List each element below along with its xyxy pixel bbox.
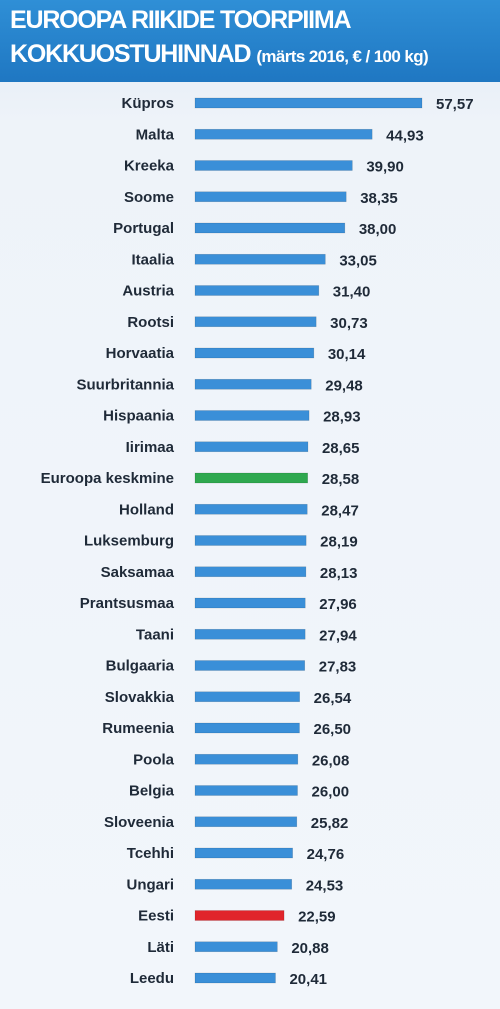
category-label-euroopa-keskmine: Euroopa keskmine (41, 470, 174, 487)
bar-lati (194, 941, 278, 953)
category-label-portugal: Portugal (113, 220, 174, 237)
bar-kupros (194, 97, 423, 109)
bar-rootsi (194, 316, 317, 328)
category-label-sloveenia: Sloveenia (104, 814, 175, 831)
category-label-kupros: Küpros (122, 95, 175, 112)
bar-malta (194, 128, 373, 140)
value-label-saksamaa: 28,13 (320, 565, 358, 582)
category-label-leedu: Leedu (130, 970, 174, 987)
bar-portugal (194, 222, 346, 234)
category-label-suurbritannia: Suurbritannia (76, 376, 174, 393)
value-label-taani: 27,94 (319, 627, 357, 644)
bar-euroopa-keskmine (194, 472, 308, 484)
category-label-kreeka: Kreeka (124, 158, 175, 175)
value-label-rumeenia: 26,50 (313, 721, 351, 738)
category-label-bulgaaria: Bulgaaria (106, 658, 175, 675)
bar-kreeka (194, 160, 353, 171)
value-label-holland: 28,47 (321, 502, 359, 519)
category-label-itaalia: Itaalia (131, 251, 174, 268)
value-label-portugal: 38,00 (359, 221, 397, 238)
value-label-soome: 38,35 (360, 190, 398, 207)
bar-prantsusmaa (194, 597, 306, 609)
value-label-kupros: 57,57 (436, 96, 474, 113)
value-label-horvaatia: 30,14 (328, 346, 366, 363)
category-label-soome: Soome (124, 189, 174, 206)
chart-title-line1: EUROOPA RIIKIDE TOORPIIMA (10, 6, 352, 34)
value-label-prantsusmaa: 27,96 (319, 596, 357, 613)
category-label-ungari: Ungari (126, 876, 174, 893)
category-label-rumeenia: Rumeenia (102, 720, 174, 737)
value-label-leedu: 20,41 (289, 971, 327, 988)
category-label-hispaania: Hispaania (103, 408, 175, 425)
category-label-lati: Läti (147, 939, 174, 956)
value-label-kreeka: 39,90 (366, 159, 404, 176)
bar-itaalia (194, 253, 326, 265)
bar-soome (194, 191, 347, 203)
bar-luksemburg (194, 535, 307, 546)
bar-eesti (194, 910, 285, 921)
bar-saksamaa (194, 566, 307, 578)
value-label-lati: 20,88 (291, 940, 329, 957)
value-label-iirimaa: 28,65 (322, 440, 360, 457)
value-label-euroopa-keskmine: 28,58 (322, 471, 360, 488)
bar-bulgaaria (194, 660, 306, 671)
chart-title-line2: KOKKUOSTUHINNAD (märts 2016, € / 100 kg) (10, 40, 429, 69)
bar-horvaatia (194, 347, 315, 359)
category-label-tcehhi: Tcehhi (127, 845, 174, 862)
chart-title-line2-text: KOKKUOSTUHINNAD (10, 40, 252, 68)
bar-rumeenia (194, 722, 300, 734)
value-label-itaalia: 33,05 (339, 252, 377, 269)
chart-header: EUROOPA RIIKIDE TOORPIIMA KOKKUOSTUHINNA… (0, 0, 500, 82)
category-label-malta: Malta (136, 126, 175, 143)
bar-slovakkia (194, 691, 300, 703)
bar-hispaania (194, 410, 310, 421)
value-label-tcehhi: 24,76 (307, 846, 345, 863)
value-label-poola: 26,08 (312, 752, 350, 769)
bar-sloveenia (194, 816, 298, 828)
category-label-prantsusmaa: Prantsusmaa (80, 595, 175, 612)
category-label-holland: Holland (119, 501, 174, 518)
bar-holland (194, 503, 308, 515)
value-label-belgia: 26,00 (312, 784, 350, 801)
value-label-hispaania: 28,93 (323, 409, 361, 426)
category-label-saksamaa: Saksamaa (101, 564, 175, 581)
category-label-poola: Poola (133, 751, 174, 768)
bar-belgia (194, 785, 298, 796)
bar-poola (194, 753, 299, 765)
bar-iirimaa (194, 441, 309, 453)
bar-taani (194, 628, 306, 640)
category-label-taani: Taani (136, 626, 174, 643)
value-label-suurbritannia: 29,48 (325, 377, 363, 394)
value-label-malta: 44,93 (386, 127, 424, 144)
value-label-rootsi: 30,73 (330, 315, 368, 332)
category-label-slovakkia: Slovakkia (105, 689, 175, 706)
chart-subtitle: (märts 2016, € / 100 kg) (256, 47, 429, 66)
category-label-horvaatia: Horvaatia (106, 345, 175, 362)
value-label-eesti: 22,59 (298, 909, 336, 926)
category-label-iirimaa: Iirimaa (126, 439, 175, 456)
category-label-luksemburg: Luksemburg (84, 533, 174, 550)
bar-tcehhi (194, 847, 293, 859)
value-label-sloveenia: 25,82 (311, 815, 349, 832)
bar-leedu (194, 972, 276, 984)
value-label-bulgaaria: 27,83 (319, 659, 357, 676)
bar-suurbritannia (194, 378, 312, 390)
bar-austria (194, 285, 320, 296)
value-label-luksemburg: 28,19 (320, 534, 358, 551)
value-label-austria: 31,40 (333, 284, 371, 301)
category-label-belgia: Belgia (129, 783, 175, 800)
bar-ungari (194, 878, 293, 890)
category-label-rootsi: Rootsi (127, 314, 174, 331)
category-label-austria: Austria (122, 283, 174, 300)
value-label-slovakkia: 26,54 (314, 690, 352, 707)
value-label-ungari: 24,53 (306, 877, 344, 894)
category-label-eesti: Eesti (138, 908, 174, 925)
